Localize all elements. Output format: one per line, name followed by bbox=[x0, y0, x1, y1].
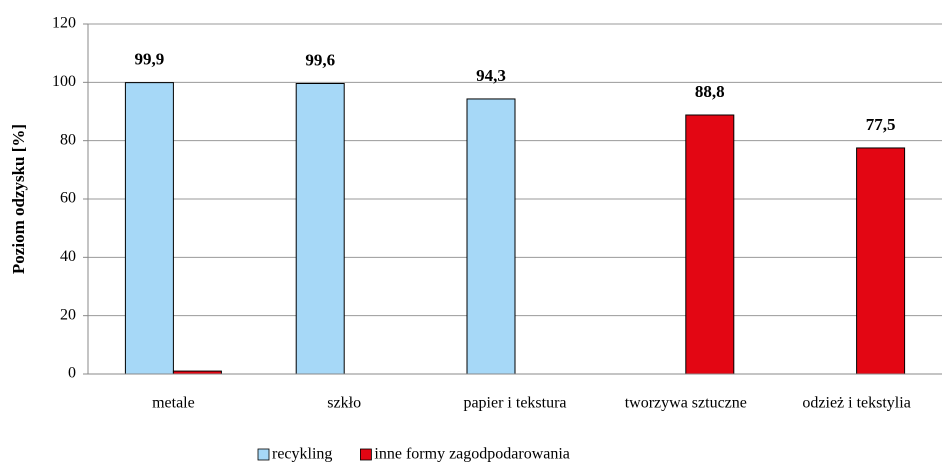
x-tick-label: szkło bbox=[327, 395, 361, 412]
value-label: 99,9 bbox=[135, 50, 165, 69]
bar bbox=[856, 147, 906, 375]
bar bbox=[685, 114, 735, 375]
y-tick-label: 60 bbox=[60, 190, 76, 207]
legend-label: recykling bbox=[272, 446, 332, 463]
y-tick-label: 100 bbox=[52, 73, 76, 90]
x-tick-label: tworzywa sztuczne bbox=[625, 395, 747, 412]
value-label: 88,8 bbox=[695, 82, 725, 101]
y-tick-label: 80 bbox=[60, 131, 76, 148]
bar bbox=[124, 82, 174, 375]
x-tick-label: metale bbox=[152, 395, 195, 412]
bar bbox=[295, 83, 345, 375]
legend-swatch bbox=[360, 448, 372, 461]
x-tick-label: papier i tekstura bbox=[463, 395, 566, 412]
legend-swatch bbox=[257, 448, 270, 461]
value-label: 94,3 bbox=[476, 66, 506, 85]
y-tick-label: 120 bbox=[52, 15, 76, 32]
x-tick-label: odzież i tekstylia bbox=[802, 395, 910, 412]
y-axis-label: Poziom odzysku [%] bbox=[9, 124, 28, 274]
y-tick-label: 0 bbox=[68, 365, 76, 382]
y-tick-label: 40 bbox=[60, 248, 76, 265]
y-tick-label: 20 bbox=[60, 306, 76, 323]
bar bbox=[466, 98, 516, 375]
legend-label: inne formy zagodpodarowania bbox=[374, 446, 569, 463]
value-label: 77,5 bbox=[866, 115, 896, 134]
value-label: 99,6 bbox=[305, 50, 335, 69]
